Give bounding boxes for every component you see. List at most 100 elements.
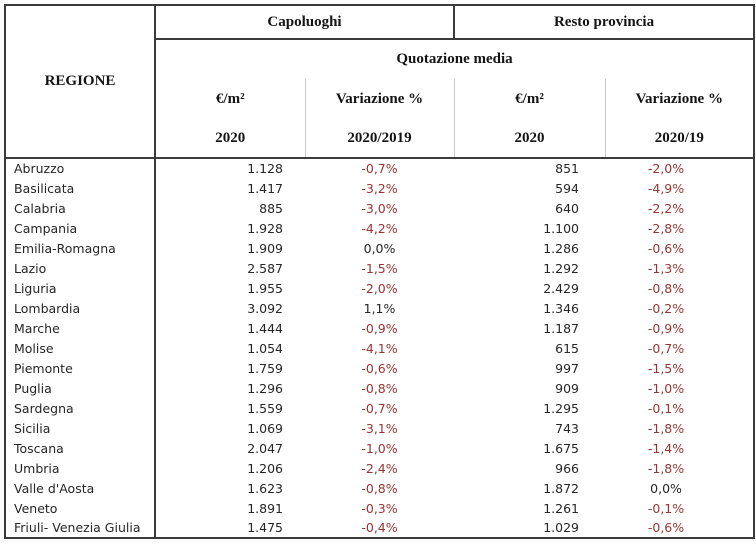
resto-price-2020: 909 <box>555 380 580 396</box>
table-row: Sardegna 1.559 -0,7% 1.295 -0,1% <box>5 398 754 418</box>
table-row: Lazio 2.587 -1,5% 1.292 -1,3% <box>5 258 754 278</box>
region-name: Sardegna <box>5 398 156 418</box>
resto-price-2020: 615 <box>555 340 580 356</box>
header-resto-variation-period: 2020/19 <box>604 119 755 159</box>
region-name: Umbria <box>5 458 156 478</box>
resto-price-2020: 594 <box>555 180 580 196</box>
table-row: Campania 1.928 -4,2% 1.100 -2,8% <box>5 218 754 238</box>
table-row: Friuli- Venezia Giulia 1.475 -0,4% 1.029 -0,… <box>5 518 754 538</box>
cap-variation: -3,0% <box>361 200 398 216</box>
resto-price-2020: 1.675 <box>543 440 580 456</box>
resto-price-2020: 640 <box>555 200 580 216</box>
resto-variation: -1,8% <box>647 420 685 436</box>
cap-variation: -0,8% <box>361 380 398 396</box>
cap-price-2020: 1.054 <box>247 340 283 356</box>
cap-variation: -0,7% <box>361 400 398 416</box>
cap-variation: -3,1% <box>361 420 398 436</box>
resto-price-2020: 1.029 <box>543 520 580 535</box>
table-row: Basilicata 1.417 -3,2% 594 -4,9% <box>5 178 754 198</box>
cap-price-2020: 885 <box>259 200 283 216</box>
region-name: Lombardia <box>5 298 156 318</box>
resto-variation: -2,0% <box>647 161 685 176</box>
table-row: Veneto 1.891 -0,3% 1.261 -0,1% <box>5 498 754 518</box>
cap-price-2020: 1.069 <box>247 420 283 436</box>
cap-price-2020: 2.587 <box>247 260 283 276</box>
cap-variation: 1,1% <box>363 300 396 316</box>
cap-variation: -3,2% <box>361 180 398 196</box>
cap-price-2020: 1.559 <box>247 400 283 416</box>
region-name: Molise <box>5 338 156 358</box>
cap-price-2020: 1.623 <box>247 480 283 496</box>
table-row: Molise 1.054 -4,1% 615 -0,7% <box>5 338 754 358</box>
region-name: Marche <box>5 318 156 338</box>
quotation-table: REGIONE Capoluoghi Resto provincia Quota… <box>4 4 756 539</box>
cap-price-2020: 1.206 <box>247 460 283 476</box>
header-group-capoluoghi: Capoluoghi <box>155 5 456 40</box>
resto-variation: -2,8% <box>647 220 685 236</box>
resto-price-2020: 1.286 <box>543 240 580 256</box>
resto-variation: -0,6% <box>647 520 685 535</box>
resto-variation: -0,9% <box>647 320 685 336</box>
header-cap-year: 2020 <box>155 119 305 159</box>
resto-variation: -1,3% <box>647 260 685 276</box>
region-name: Toscana <box>5 438 156 458</box>
header-regione: REGIONE <box>5 5 156 159</box>
resto-variation: 0,0% <box>650 480 682 496</box>
region-name: Campania <box>5 218 156 238</box>
cap-price-2020: 1.444 <box>247 320 283 336</box>
cap-price-2020: 1.417 <box>247 180 283 196</box>
resto-price-2020: 2.429 <box>543 280 580 296</box>
resto-variation: -1,5% <box>647 360 685 376</box>
region-name: Abruzzo <box>5 158 156 178</box>
resto-variation: -4,9% <box>647 180 685 196</box>
cap-variation: -2,0% <box>361 280 398 296</box>
table-body: Abruzzo 1.128 -0,7% 851 -2,0% Basilicata 1.417… <box>5 158 754 538</box>
resto-price-2020: 1.872 <box>543 480 580 496</box>
cap-variation: -0,7% <box>361 161 398 176</box>
resto-variation: -2,2% <box>647 200 685 216</box>
resto-variation: -0,6% <box>647 240 685 256</box>
resto-price-2020: 743 <box>555 420 580 436</box>
cap-variation: -0,9% <box>361 320 398 336</box>
resto-price-2020: 1.261 <box>543 500 580 516</box>
region-name: Calabria <box>5 198 156 218</box>
resto-price-2020: 1.100 <box>543 220 580 236</box>
resto-variation: -1,0% <box>647 380 685 396</box>
resto-variation: -0,2% <box>647 300 685 316</box>
table-row: Lombardia 3.092 1,1% 1.346 -0,2% <box>5 298 754 318</box>
table-row: Valle d'Aosta 1.623 -0,8% 1.872 0,0% <box>5 478 754 498</box>
resto-variation: -1,8% <box>647 460 685 476</box>
table-row: Liguria 1.955 -2,0% 2.429 -0,8% <box>5 278 754 298</box>
header-cap-variation: Variazione % <box>304 79 455 119</box>
resto-variation: -0,1% <box>647 500 685 516</box>
table-row: Toscana 2.047 -1,0% 1.675 -1,4% <box>5 438 754 458</box>
table-row: Calabria 885 -3,0% 640 -2,2% <box>5 198 754 218</box>
resto-variation: -0,1% <box>647 400 685 416</box>
cap-price-2020: 1.759 <box>247 360 283 376</box>
cap-variation: -1,5% <box>361 260 398 276</box>
cap-price-2020: 1.475 <box>247 520 283 535</box>
region-name: Puglia <box>5 378 156 398</box>
cap-price-2020: 1.128 <box>247 161 283 176</box>
resto-price-2020: 1.346 <box>543 300 580 316</box>
cap-variation: -0,8% <box>361 480 398 496</box>
header-cap-variation-period: 2020/2019 <box>304 119 455 159</box>
cap-variation: -0,4% <box>361 520 398 535</box>
resto-price-2020: 1.187 <box>543 320 580 336</box>
table-row: Abruzzo 1.128 -0,7% 851 -2,0% <box>5 158 754 178</box>
cap-price-2020: 3.092 <box>247 300 283 316</box>
cap-price-2020: 1.296 <box>247 380 283 396</box>
table-row: Sicilia 1.069 -3,1% 743 -1,8% <box>5 418 754 438</box>
region-name: Basilicata <box>5 178 156 198</box>
cap-variation: -4,2% <box>361 220 398 236</box>
header-resto-variation: Variazione % <box>604 79 755 119</box>
region-name: Liguria <box>5 278 156 298</box>
resto-variation: -0,8% <box>647 280 685 296</box>
resto-variation: -0,7% <box>647 340 685 356</box>
cap-price-2020: 1.955 <box>247 280 283 296</box>
region-name: Sicilia <box>5 418 156 438</box>
region-name: Emilia-Romagna <box>5 238 156 258</box>
cap-variation: -0,3% <box>361 500 398 516</box>
region-name: Lazio <box>5 258 156 278</box>
